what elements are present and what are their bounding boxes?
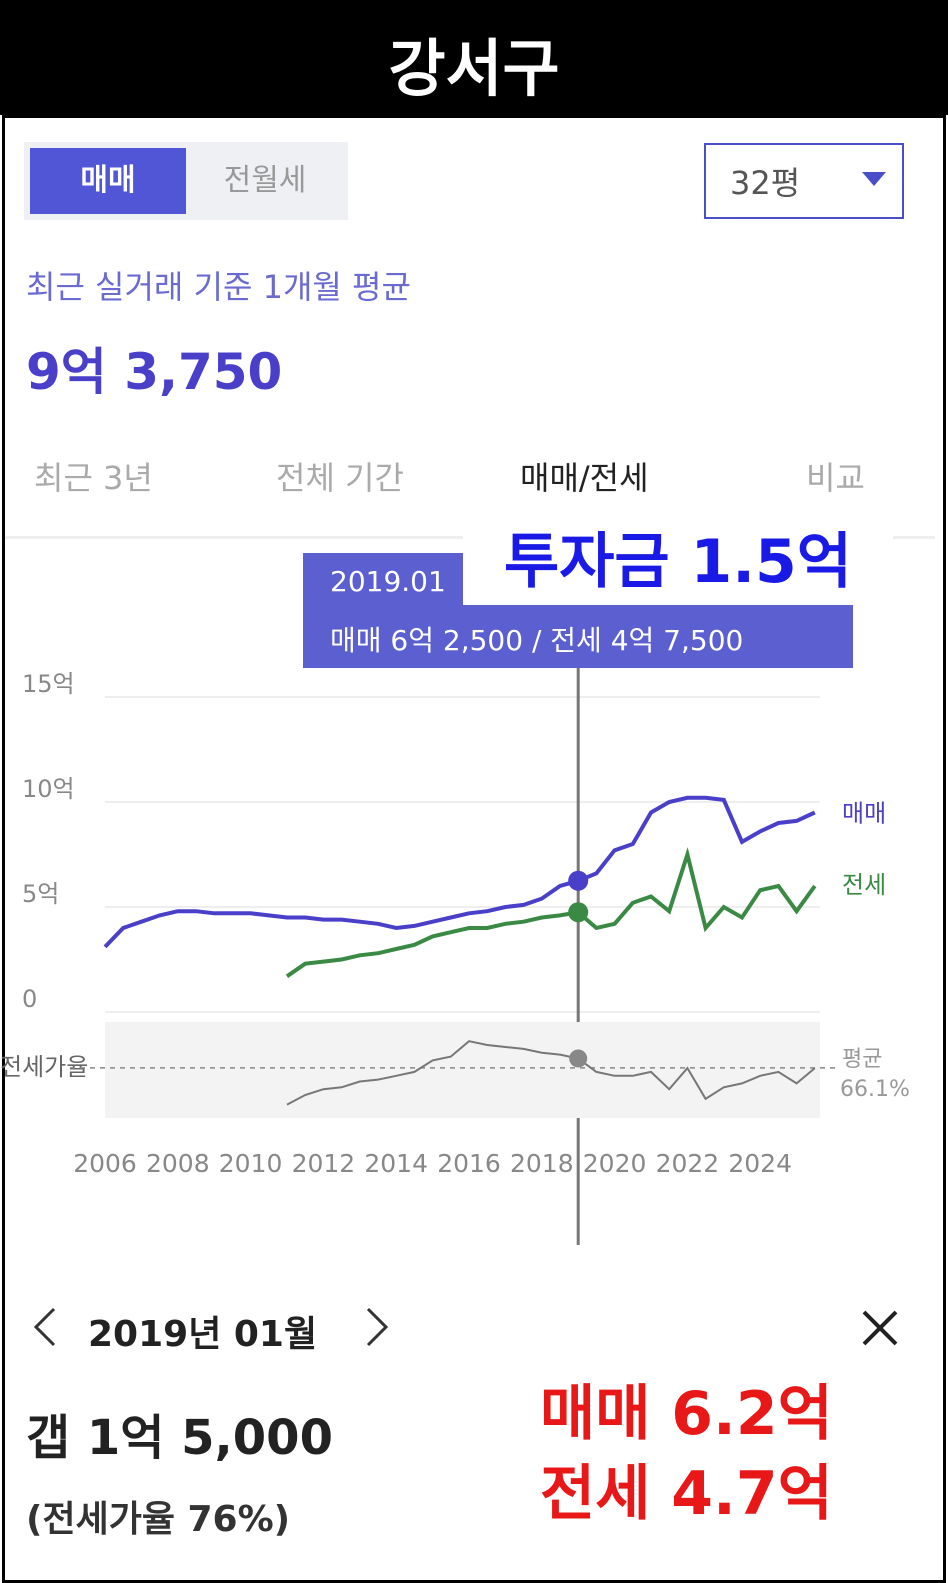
note-line: 전세 4.7억	[540, 1459, 833, 1529]
deal-tab-active[interactable]: 매매	[30, 148, 186, 214]
legend-label: 매매	[842, 800, 886, 828]
highlight-point	[569, 1049, 588, 1068]
x-tick-label: 2012	[292, 1149, 356, 1178]
period-tab[interactable]: 비교	[806, 459, 865, 497]
x-tick-label: 2022	[656, 1149, 720, 1178]
deal-tab[interactable]: 전월세	[223, 163, 307, 198]
period-tab[interactable]: 최근 3년	[34, 459, 153, 497]
prev-icon[interactable]	[30, 1305, 60, 1349]
detail-ratio: (전세가율 76%)	[26, 1499, 291, 1540]
detail-date: 2019년 01월	[88, 1314, 318, 1355]
series-line	[285, 847, 817, 978]
period-tab-active[interactable]: 매매/전세	[520, 459, 649, 497]
size-select-label: 32평	[730, 164, 801, 202]
y-tick-label: 15억	[22, 670, 75, 698]
y-tick-label: 0	[22, 985, 37, 1013]
detail-gap: 갭 1억 5,000	[26, 1410, 333, 1466]
period-tab[interactable]: 전체 기간	[276, 459, 404, 497]
x-tick-label: 2008	[146, 1149, 210, 1178]
series-line	[103, 795, 816, 949]
ratio-panel	[105, 1022, 820, 1118]
x-tick-label: 2016	[437, 1149, 501, 1178]
summary-price: 9억 3,750	[26, 343, 283, 401]
size-select[interactable]	[704, 143, 904, 219]
close-icon[interactable]	[860, 1308, 900, 1348]
y-tick-label: 10억	[22, 775, 75, 803]
x-tick-label: 2018	[510, 1149, 574, 1178]
highlight-point	[568, 870, 589, 891]
x-tick-label: 2014	[364, 1149, 428, 1178]
ratio-line	[286, 1040, 816, 1106]
ratio-label: 전세가율	[0, 1053, 88, 1081]
tooltip-title: 2019.01	[330, 565, 446, 598]
x-tick-label: 2010	[219, 1149, 283, 1178]
highlight-point	[568, 902, 589, 923]
next-icon[interactable]	[362, 1305, 392, 1349]
mean-value-label: 66.1%	[840, 1077, 910, 1102]
mean-label: 평균	[842, 1047, 882, 1072]
x-tick-label: 2006	[73, 1149, 137, 1178]
y-tick-label: 5억	[22, 880, 59, 908]
summary-caption: 최근 실거래 기준 1개월 평균	[26, 268, 411, 306]
note-line: 매매 6.2억	[540, 1379, 833, 1449]
x-tick-label: 2024	[728, 1149, 792, 1178]
header-title: 강서구	[388, 32, 560, 105]
x-tick-label: 2020	[583, 1149, 647, 1178]
dropdown-icon	[862, 172, 886, 186]
tooltip-text: 매매 6억 2,500 / 전세 4억 7,500	[330, 624, 744, 657]
header-bar	[0, 0, 948, 115]
frame	[2, 115, 946, 1583]
legend-label: 전세	[842, 871, 886, 899]
annotation: 투자금 1.5억	[463, 520, 893, 605]
